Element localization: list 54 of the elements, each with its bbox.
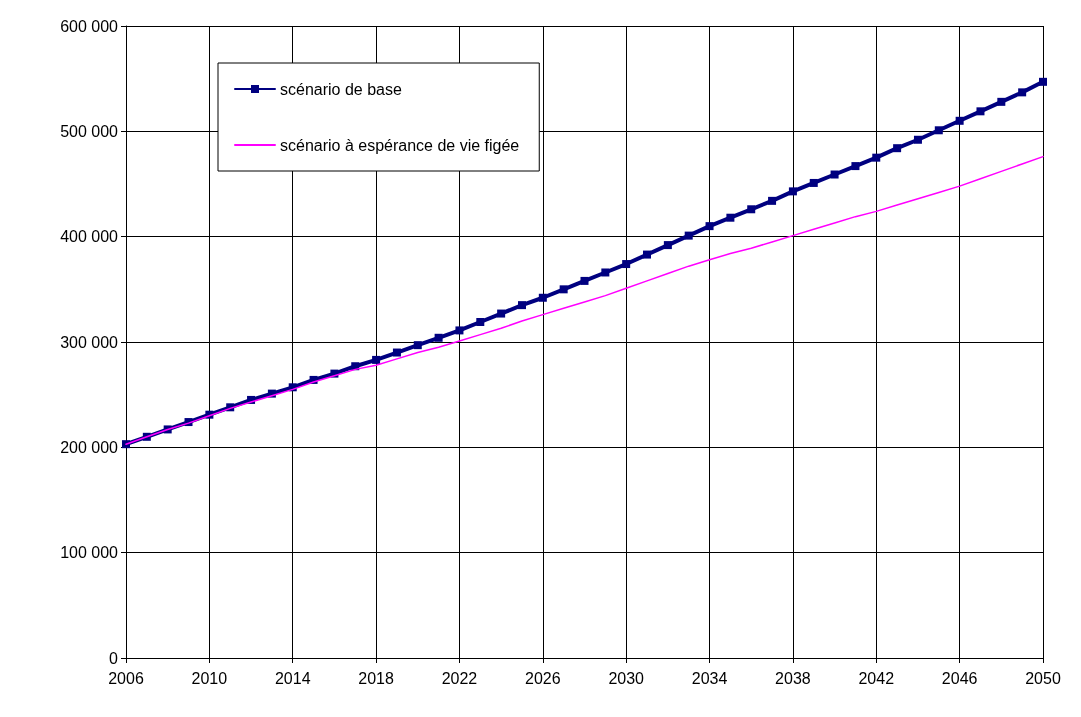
point: [830, 170, 839, 179]
point: [726, 213, 735, 222]
point: [913, 135, 922, 144]
point: [934, 126, 943, 135]
point: [413, 341, 422, 350]
point: [872, 153, 881, 162]
x-tick-label: 2018: [358, 669, 394, 687]
point: [976, 107, 985, 116]
point: [643, 250, 652, 259]
y-tick-label: 400 000: [60, 228, 119, 246]
point: [559, 285, 568, 294]
y-tick-label: 500 000: [60, 122, 119, 140]
x-tick-label: 2042: [858, 669, 895, 687]
legend-label: scénario à espérance de vie figée: [280, 136, 520, 154]
x-tick-label: 2050: [1025, 669, 1061, 687]
point: [1039, 77, 1047, 86]
point: [372, 355, 381, 364]
y-tick-label: 600 000: [60, 17, 119, 35]
point: [788, 187, 797, 196]
x-tick-label: 2010: [191, 669, 228, 687]
point: [747, 205, 756, 214]
point: [955, 116, 964, 125]
x-tick-label: 2026: [525, 669, 561, 687]
x-tick-label: 2006: [108, 669, 144, 687]
point: [434, 333, 443, 342]
point: [705, 222, 714, 231]
point: [392, 348, 401, 357]
legend-label: scénario de base: [280, 80, 402, 98]
point: [517, 301, 526, 310]
x-tick-label: 2034: [691, 669, 728, 687]
point: [601, 268, 610, 277]
y-tick-label: 0: [109, 649, 119, 667]
y-tick-label: 100 000: [60, 544, 119, 562]
point: [684, 231, 693, 240]
point: [538, 293, 547, 302]
point: [497, 309, 506, 318]
point: [851, 162, 860, 171]
x-tick-label: 2014: [274, 669, 311, 687]
point: [893, 144, 902, 153]
point: [455, 326, 464, 335]
x-tick-label: 2022: [441, 669, 478, 687]
x-tick-label: 2030: [608, 669, 645, 687]
point: [580, 276, 589, 285]
point: [1018, 88, 1027, 97]
y-tick-label: 200 000: [60, 438, 119, 456]
x-tick-label: 2046: [941, 669, 978, 687]
point: [997, 97, 1006, 106]
point: [809, 178, 818, 187]
point: [768, 196, 777, 205]
point: [476, 317, 485, 326]
point: [663, 241, 672, 250]
x-tick-label: 2038: [775, 669, 811, 687]
point: [622, 260, 631, 269]
y-tick-label: 300 000: [60, 333, 119, 351]
